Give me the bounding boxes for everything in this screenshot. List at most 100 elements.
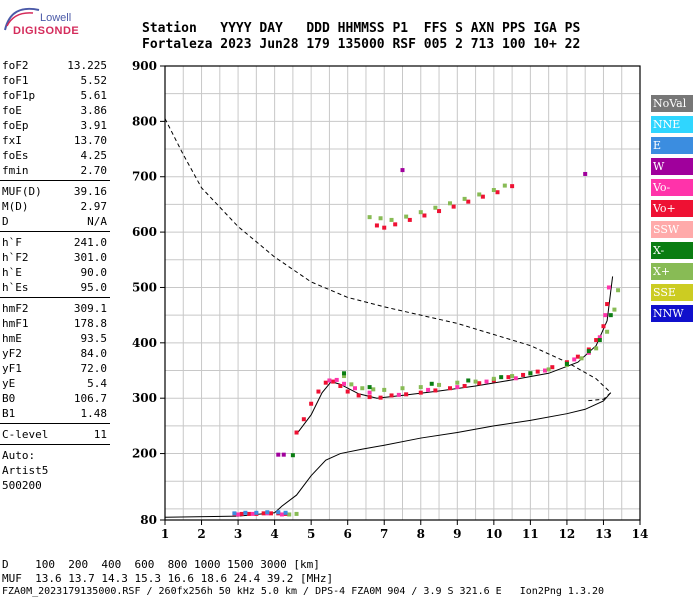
echo-point xyxy=(535,369,540,374)
autoscale-program: Artist5 xyxy=(2,464,49,477)
echo-point xyxy=(281,452,286,457)
param-label: foE xyxy=(2,104,22,117)
echo-point xyxy=(331,379,336,384)
param-label: h`F2 xyxy=(2,251,29,264)
parameter-table: foF2 13.225 foF1 5.52 foF1p 5.61 foE 3.86 foEp 3.… xyxy=(0,58,110,493)
file-footer: FZA0M_2023179135000.RSF / 260fx256h 50 k… xyxy=(2,586,605,597)
param-label: foF2 xyxy=(2,59,29,72)
echo-point xyxy=(575,354,580,359)
echo-point xyxy=(371,387,376,392)
echo-point xyxy=(389,393,394,398)
param-value: 84.0 xyxy=(80,347,108,360)
param-value: 106.7 xyxy=(73,392,107,405)
param-label: foEp xyxy=(2,119,29,132)
echo-point xyxy=(404,214,409,219)
legend-item: X- xyxy=(651,242,693,259)
param-row: yF2 84.0 xyxy=(0,346,110,361)
autoscale-label: Auto: xyxy=(2,449,36,462)
param-value: 301.0 xyxy=(73,251,107,264)
echo-point xyxy=(261,511,266,516)
plot-frame xyxy=(164,65,641,521)
y-tick-label: 300 xyxy=(132,391,157,405)
param-row: foEs 4.25 xyxy=(0,148,110,163)
profile-curve xyxy=(296,276,614,435)
echo-point xyxy=(367,395,372,400)
echo-point xyxy=(301,417,306,422)
param-label: foF1p xyxy=(2,89,36,102)
echo-point xyxy=(606,285,611,290)
echo-point xyxy=(378,216,383,221)
echo-point xyxy=(572,357,577,362)
echo-point xyxy=(528,371,533,376)
y-tick-label: 700 xyxy=(132,170,157,184)
param-row: yE 5.4 xyxy=(0,376,110,391)
echo-point xyxy=(455,380,460,385)
echo-point xyxy=(334,377,339,382)
echo-point xyxy=(349,382,354,387)
echo-point xyxy=(597,335,602,340)
profile-curve xyxy=(164,392,612,518)
separator xyxy=(0,180,110,181)
echo-point xyxy=(564,361,569,366)
echo-point xyxy=(232,511,237,516)
param-label: hmE xyxy=(2,332,22,345)
legend-item: Vo- xyxy=(651,179,693,196)
echo-point xyxy=(418,390,423,395)
param-value: 2.97 xyxy=(80,200,108,213)
echo-point xyxy=(239,511,244,516)
echo-point xyxy=(612,307,617,312)
x-tick-label: 14 xyxy=(632,527,649,541)
echo-point xyxy=(462,384,467,389)
x-tick-label: 4 xyxy=(270,527,278,541)
param-value: 241.0 xyxy=(73,236,107,249)
param-label: h`F xyxy=(2,236,22,249)
echo-point xyxy=(268,511,273,516)
echo-point xyxy=(338,384,343,389)
echo-point xyxy=(429,381,434,386)
param-value: 4.25 xyxy=(80,149,108,162)
param-label: yF1 xyxy=(2,362,22,375)
echo-point xyxy=(356,393,361,398)
echo-point xyxy=(382,387,387,392)
param-row: B1 1.48 xyxy=(0,406,110,421)
echo-point xyxy=(396,392,401,397)
echo-point xyxy=(418,385,423,390)
param-value: 5.61 xyxy=(80,89,108,102)
echo-point xyxy=(243,510,248,515)
param-row: hmF2 309.1 xyxy=(0,301,110,316)
polarization-legend: NoVal NNE E W Vo- Vo+ SSW X- X+ SSE NNW xyxy=(651,95,693,326)
echo-point xyxy=(342,374,347,379)
param-value: 3.86 xyxy=(80,104,108,117)
echo-point xyxy=(477,192,482,197)
param-value: 1.48 xyxy=(80,407,108,420)
x-tick-label: 12 xyxy=(559,527,576,541)
echo-point xyxy=(367,385,372,390)
separator xyxy=(0,231,110,232)
echo-point xyxy=(521,372,526,377)
param-row: yF1 72.0 xyxy=(0,361,110,376)
x-tick-label: 2 xyxy=(197,527,205,541)
legend-item: Vo+ xyxy=(651,200,693,217)
echo-point xyxy=(510,184,515,189)
param-label: yF2 xyxy=(2,347,22,360)
param-value: 13.70 xyxy=(73,134,107,147)
echo-point xyxy=(480,194,485,199)
param-row: B0 106.7 xyxy=(0,391,110,406)
param-label: h`Es xyxy=(2,281,29,294)
y-tick-label: 500 xyxy=(132,280,157,294)
echo-point xyxy=(601,324,606,329)
echo-point xyxy=(279,512,284,517)
echo-point xyxy=(499,375,504,380)
param-row: fxI 13.70 xyxy=(0,133,110,148)
echo-point xyxy=(236,512,241,517)
param-row: hmE 93.5 xyxy=(0,331,110,346)
param-label: MUF(D) xyxy=(2,185,42,198)
echo-point xyxy=(451,204,456,209)
echo-point xyxy=(360,386,365,391)
echo-point xyxy=(276,510,281,515)
echo-point xyxy=(550,365,555,370)
param-row: foF1p 5.61 xyxy=(0,88,110,103)
echo-point xyxy=(543,368,547,373)
echo-point xyxy=(276,452,281,457)
